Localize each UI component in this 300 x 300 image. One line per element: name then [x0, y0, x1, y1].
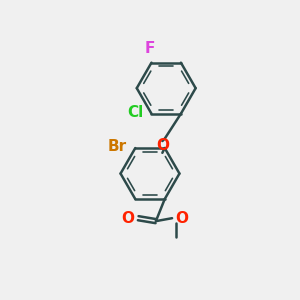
Text: O: O [176, 211, 189, 226]
Text: O: O [122, 211, 135, 226]
Text: O: O [156, 138, 169, 153]
Text: Cl: Cl [127, 105, 143, 120]
Text: Br: Br [108, 139, 127, 154]
Text: F: F [145, 41, 155, 56]
